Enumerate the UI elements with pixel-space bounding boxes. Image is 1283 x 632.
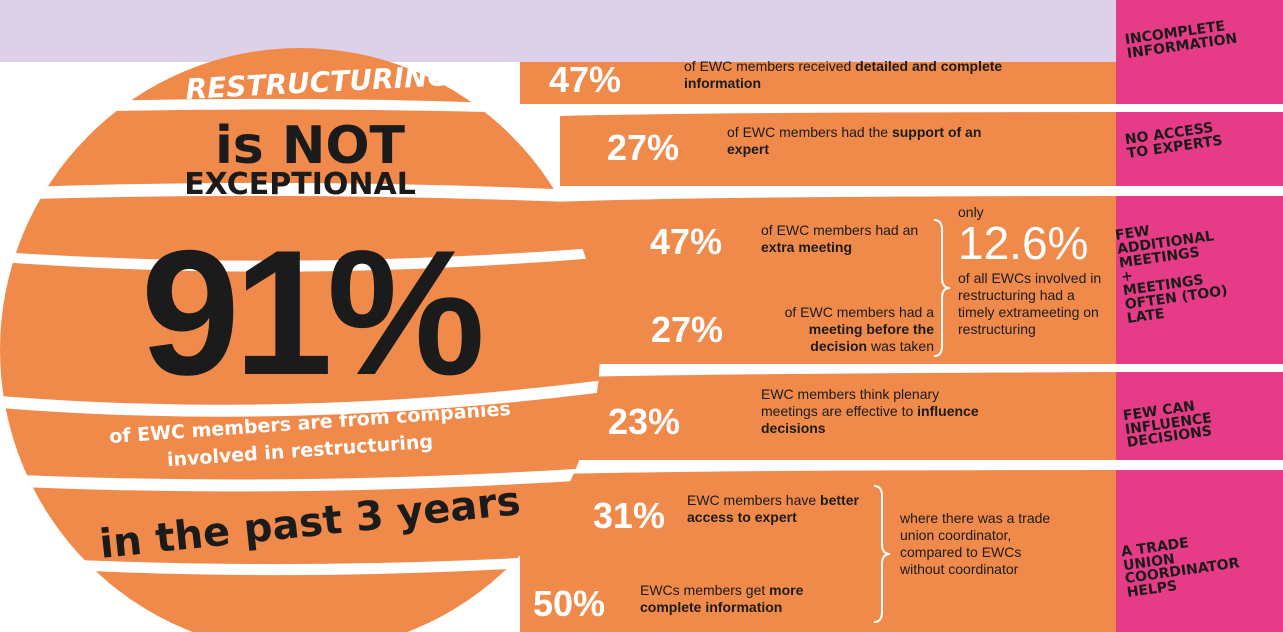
sphere-exceptional: EXCEPTIONAL — [184, 167, 416, 202]
row-3a-percentage: 47% — [650, 221, 723, 262]
row-3b-description: of EWC members had a meeting before the … — [784, 304, 934, 354]
meeting-note-only: only — [958, 204, 984, 220]
coordinator-brace — [873, 485, 891, 623]
row-5b-percentage: 50% — [533, 583, 606, 624]
row-3b-percentage: 27% — [651, 309, 724, 350]
row-3-tag: FEW ADDITIONAL MEETINGS + MEETINGS OFTEN… — [1114, 223, 1229, 327]
tag-box-5 — [1116, 470, 1283, 632]
tag-box-3 — [1116, 196, 1283, 364]
tag-box-2 — [1116, 112, 1283, 186]
sphere-is-not: is NOT — [214, 116, 406, 176]
row-5b-description: EWCs members get more complete informati… — [640, 582, 804, 615]
row-1-percentage: 47% — [549, 59, 622, 100]
meeting-note-text: of all EWCs involved in restructuring ha… — [958, 270, 1102, 337]
row-5a-description: EWC members have better access to expert — [687, 492, 859, 525]
band-row-3 — [560, 196, 1116, 364]
row-4-percentage: 23% — [608, 401, 681, 442]
meeting-brace — [933, 219, 951, 357]
sphere-big-percentage: 91% — [140, 213, 485, 412]
row-4-description: EWC members think plenary meetings are e… — [761, 386, 979, 436]
row-2-description: of EWC members had the support of an exp… — [727, 124, 982, 157]
row-2-percentage: 27% — [607, 127, 680, 168]
tag-box-4 — [1116, 372, 1283, 460]
row-3a-description: of EWC members had an extra meeting — [761, 222, 919, 255]
sphere — [0, 48, 600, 632]
band-row-5 — [520, 470, 1116, 632]
top-band — [0, 0, 1116, 62]
tag-box-1 — [1116, 0, 1283, 104]
row-5a-percentage: 31% — [593, 495, 666, 536]
meeting-note-value: 12.6% — [958, 217, 1089, 269]
row-1-description: of EWC members received detailed and com… — [684, 58, 1003, 91]
band-row-4 — [560, 372, 1116, 460]
band-row-2 — [560, 112, 1116, 186]
band-row-1 — [520, 62, 1116, 104]
coordinator-note: where there was a trade union coordinato… — [900, 510, 1051, 577]
